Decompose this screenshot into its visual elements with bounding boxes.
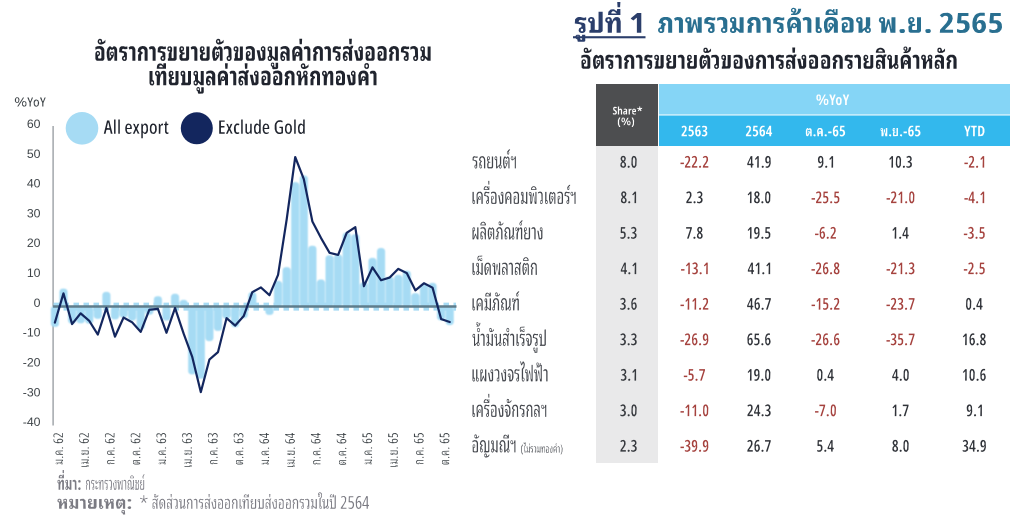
svg-text:-20: -20 <box>23 356 41 370</box>
svg-text:10: 10 <box>27 266 41 280</box>
svg-text:-10: -10 <box>23 326 41 340</box>
svg-text:0: 0 <box>34 296 41 310</box>
svg-text:50: 50 <box>27 147 41 161</box>
svg-text:40: 40 <box>27 177 41 191</box>
svg-text:-40: -40 <box>23 415 41 429</box>
svg-text:60: 60 <box>27 117 41 131</box>
svg-text:-30: -30 <box>23 385 41 399</box>
svg-text:20: 20 <box>27 236 41 250</box>
svg-text:30: 30 <box>27 206 41 220</box>
